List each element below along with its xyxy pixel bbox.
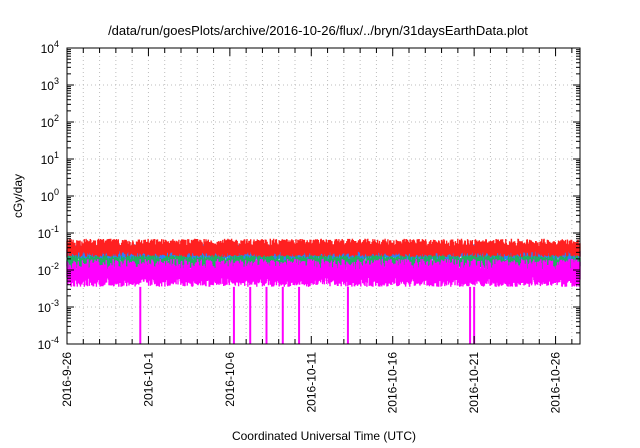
y-tick-label: 101 [41,150,59,167]
x-tick-label: 2016-10-1 [141,352,155,407]
y-tick-exponent: -2 [51,261,59,271]
y-tick-label: 100 [41,187,59,204]
y-tick-label: 10-1 [38,224,59,241]
x-tick-label: 2016-10-21 [467,352,481,414]
y-tick-label: 10-3 [38,298,59,315]
x-tick-label: 2016-10-16 [386,352,400,414]
y-tick-exponent: -3 [51,298,59,308]
y-tick-exponent: 4 [54,39,59,49]
x-tick-labels: 2016-9-26 2016-10-1 2016-10-6 2016-10-11 201… [60,352,563,414]
x-axis-title: Coordinated Universal Time (UTC) [232,429,416,443]
data-series [66,238,581,344]
y-tick-exponent: 0 [54,187,59,197]
y-tick-label: 104 [41,39,59,56]
y-tick-exponent: -1 [51,224,59,234]
chart-title: /data/run/goesPlots/archive/2016-10-26/f… [108,23,528,38]
grid [67,48,580,344]
y-tick-label: 103 [41,76,59,93]
y-tick-label: 10-4 [38,335,59,352]
x-tick-label: 2016-10-26 [549,352,563,414]
y-tick-label: 10-2 [38,261,59,278]
y-tick-exponent: 1 [54,150,59,160]
y-tick-label: 102 [41,113,59,130]
axis-ticks [66,47,580,345]
y-axis-title: cGy/day [11,174,25,218]
y-tick-exponent: -4 [51,335,59,345]
x-tick-label: 2016-9-26 [60,352,74,407]
y-tick-exponent: 2 [54,113,59,123]
x-tick-label: 2016-10-11 [304,352,318,413]
x-tick-label: 2016-10-6 [223,352,237,407]
y-tick-exponent: 3 [54,76,59,86]
